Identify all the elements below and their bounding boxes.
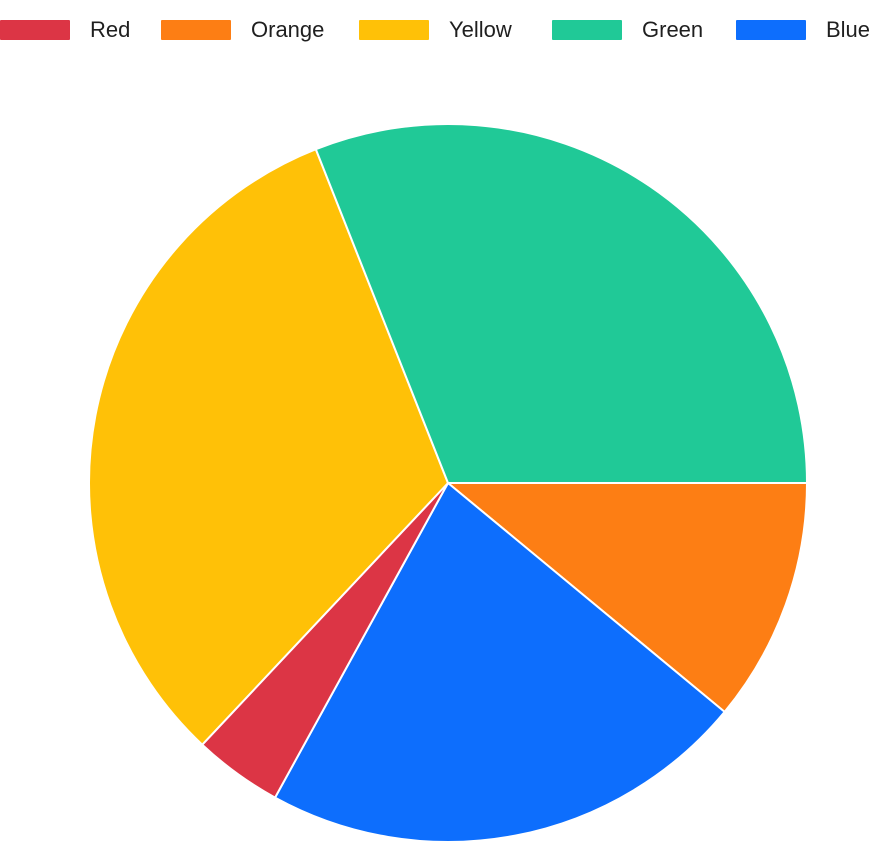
legend-swatch-blue [736, 20, 806, 40]
legend-label-yellow: Yellow [449, 17, 512, 42]
legend-item-yellow[interactable]: Yellow [359, 10, 512, 50]
legend-label-blue: Blue [826, 17, 871, 42]
pie-slice-blue[interactable] [274, 482, 726, 843]
legend-item-blue[interactable]: Blue [736, 10, 870, 50]
legend: Red Orange Yellow Green Blue [0, 10, 874, 50]
pie-slice-green[interactable] [314, 123, 808, 484]
legend-item-green[interactable]: Green [552, 10, 703, 50]
pie-slice-yellow[interactable] [88, 148, 449, 746]
pie-slice-orange[interactable] [447, 482, 808, 713]
legend-item-orange[interactable]: Orange [161, 10, 324, 50]
legend-swatch-yellow [359, 20, 429, 40]
legend-item-red[interactable]: Red [0, 10, 130, 50]
legend-label-red: Red [90, 17, 131, 42]
legend-label-green: Green [642, 17, 704, 42]
legend-swatch-red [0, 20, 70, 40]
legend-swatch-green [552, 20, 622, 40]
legend-swatch-orange [161, 20, 231, 40]
legend-label-orange: Orange [251, 17, 325, 42]
